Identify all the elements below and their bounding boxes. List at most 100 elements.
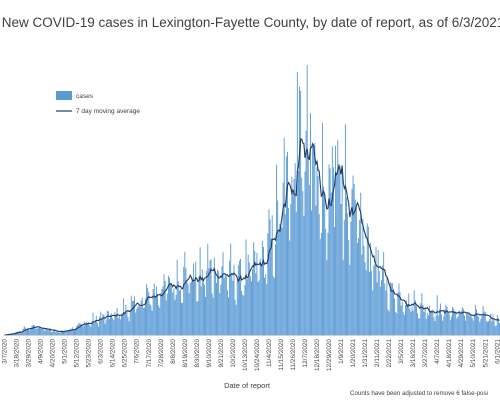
bar bbox=[43, 329, 45, 335]
x-tick-label: 10/2/2020 bbox=[230, 339, 237, 368]
bar bbox=[34, 326, 36, 335]
bar bbox=[383, 251, 385, 335]
bar bbox=[360, 192, 362, 335]
bar bbox=[290, 204, 292, 335]
bar bbox=[245, 239, 247, 335]
bar bbox=[90, 326, 92, 335]
bar bbox=[275, 244, 276, 335]
bar bbox=[111, 313, 113, 335]
x-tick-label: 3/18/2020 bbox=[14, 339, 21, 368]
bar bbox=[171, 282, 173, 335]
bar bbox=[174, 299, 176, 335]
bar bbox=[421, 293, 423, 335]
bar bbox=[137, 306, 139, 335]
bar bbox=[372, 290, 374, 335]
bar bbox=[496, 315, 498, 335]
bar bbox=[77, 324, 79, 335]
bar bbox=[134, 296, 136, 335]
bar bbox=[329, 168, 331, 335]
bar bbox=[145, 298, 146, 335]
bar bbox=[246, 279, 248, 335]
bar bbox=[80, 323, 82, 335]
bar bbox=[442, 320, 444, 335]
bar bbox=[238, 260, 240, 335]
bar bbox=[70, 329, 72, 335]
bar bbox=[210, 259, 212, 335]
bar bbox=[301, 177, 303, 335]
bar bbox=[354, 199, 356, 335]
bar bbox=[153, 283, 155, 335]
bar bbox=[226, 290, 228, 335]
bar bbox=[297, 170, 299, 335]
bar bbox=[397, 292, 399, 335]
bar bbox=[459, 313, 461, 335]
bar bbox=[165, 300, 167, 335]
x-tick-label: 6/3/2020 bbox=[98, 339, 105, 364]
x-tick-label: 10/24/2020 bbox=[254, 339, 261, 371]
bar bbox=[166, 293, 168, 335]
bar bbox=[302, 191, 304, 335]
bar bbox=[330, 192, 332, 335]
bar bbox=[237, 265, 239, 335]
bar bbox=[361, 254, 363, 335]
bar bbox=[154, 296, 156, 335]
bar bbox=[454, 310, 456, 335]
bar bbox=[184, 251, 186, 335]
bar bbox=[335, 145, 337, 335]
bar bbox=[186, 279, 188, 335]
bar bbox=[104, 323, 106, 335]
bar bbox=[179, 289, 181, 335]
bar bbox=[305, 130, 307, 335]
bar bbox=[418, 318, 420, 335]
bar bbox=[223, 277, 225, 335]
bar bbox=[395, 311, 397, 335]
x-tick-label: 10/13/2020 bbox=[242, 339, 249, 371]
bar bbox=[277, 200, 279, 335]
bar bbox=[65, 330, 67, 335]
bar bbox=[489, 319, 491, 335]
bar bbox=[231, 273, 233, 335]
bar bbox=[457, 316, 459, 335]
bar bbox=[117, 318, 119, 335]
x-tick-label: 6/1/2021 bbox=[494, 339, 500, 364]
bar bbox=[319, 238, 321, 335]
bar bbox=[269, 219, 271, 335]
bar bbox=[368, 271, 370, 335]
x-tick-label: 3/29/2020 bbox=[26, 339, 33, 368]
bar bbox=[229, 260, 231, 335]
bar bbox=[188, 293, 190, 335]
bar bbox=[398, 283, 400, 335]
bar bbox=[193, 263, 195, 335]
bar bbox=[151, 310, 153, 335]
bar bbox=[60, 330, 62, 335]
bar bbox=[433, 317, 435, 335]
bar bbox=[349, 264, 351, 335]
bar bbox=[98, 326, 99, 335]
x-tick-label: 4/9/2020 bbox=[38, 339, 45, 364]
bar bbox=[267, 233, 269, 335]
bar bbox=[485, 320, 487, 335]
bar bbox=[334, 227, 335, 335]
bar bbox=[415, 305, 417, 335]
bar bbox=[222, 252, 224, 335]
bar bbox=[207, 243, 209, 335]
bar bbox=[352, 175, 354, 335]
bar bbox=[191, 278, 193, 335]
bar bbox=[347, 213, 349, 335]
bar bbox=[402, 312, 404, 335]
bar bbox=[363, 245, 365, 335]
bar bbox=[338, 163, 340, 335]
bar bbox=[130, 295, 132, 335]
bar bbox=[279, 223, 281, 335]
x-tick-label: 7/28/2020 bbox=[158, 339, 165, 368]
bar bbox=[250, 281, 252, 335]
bar bbox=[183, 266, 185, 335]
bar bbox=[172, 292, 174, 335]
bar bbox=[399, 292, 401, 335]
bar bbox=[100, 311, 102, 335]
bar-series-cases bbox=[5, 64, 500, 336]
x-tick-label: 12/29/2020 bbox=[326, 339, 333, 371]
bar bbox=[201, 269, 203, 335]
bar bbox=[93, 322, 95, 335]
x-tick-label: 5/21/2021 bbox=[482, 339, 489, 368]
